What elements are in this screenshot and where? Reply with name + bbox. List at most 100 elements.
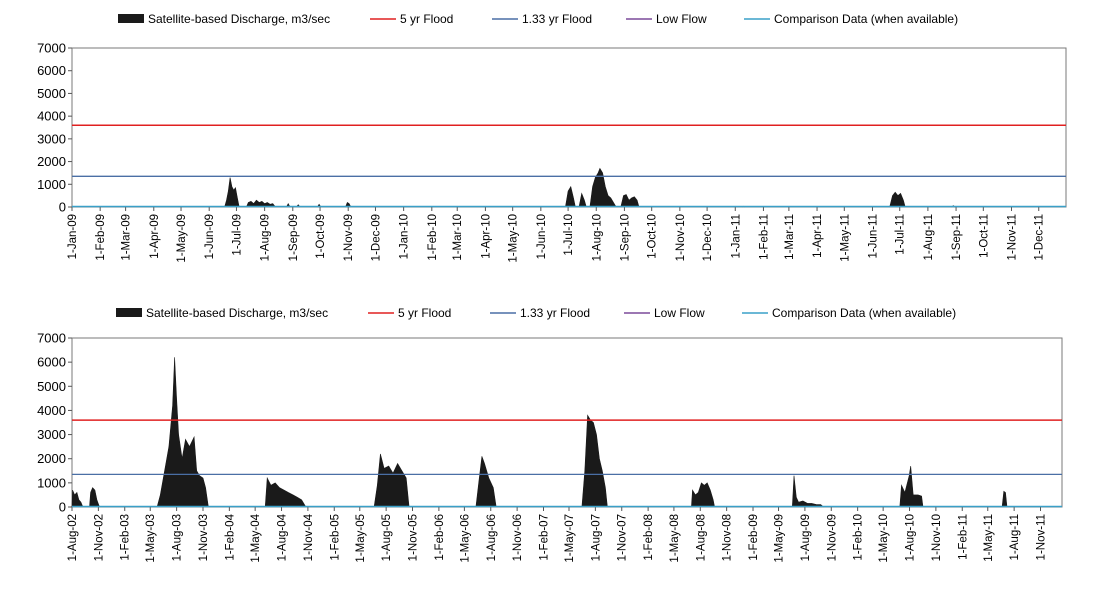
x-tick-label: 1-Feb-08 bbox=[643, 514, 655, 561]
y-tick-label: 6000 bbox=[37, 63, 66, 78]
x-tick-label: 1-Jul-09 bbox=[231, 214, 243, 256]
x-tick-label: 1-May-04 bbox=[250, 513, 262, 562]
x-tick-label: 1-Mar-09 bbox=[121, 214, 133, 261]
y-tick-label: 5000 bbox=[37, 86, 66, 101]
x-tick-label: 1-Nov-05 bbox=[408, 514, 420, 561]
x-tick-label: 1-Nov-11 bbox=[1036, 514, 1048, 560]
y-tick-label: 3000 bbox=[37, 427, 66, 442]
x-tick-label: 1-May-11 bbox=[839, 214, 851, 262]
x-tick-label: 1-Jan-11 bbox=[730, 214, 742, 259]
y-tick-label: 7000 bbox=[37, 41, 66, 56]
x-tick-label: 1-Aug-02 bbox=[67, 514, 79, 561]
x-tick-label: 1-Sep-10 bbox=[619, 214, 631, 261]
x-tick-label: 1-Aug-10 bbox=[905, 514, 917, 561]
y-tick-label: 2000 bbox=[37, 154, 66, 169]
legend-swatch bbox=[116, 308, 142, 317]
chart-1: Satellite-based Discharge, m3/sec 5 yr Fl… bbox=[37, 12, 1067, 263]
x-tick-label: 1-Sep-11 bbox=[951, 214, 963, 260]
x-tick-label: 1-May-03 bbox=[145, 514, 157, 563]
legend-label: 1.33 yr Flood bbox=[520, 306, 590, 320]
x-tick-label: 1-Sep-09 bbox=[288, 214, 300, 261]
x-tick-label: 1-Feb-11 bbox=[957, 514, 969, 560]
x-tick-label: 1-Jan-10 bbox=[399, 214, 411, 259]
legend: Satellite-based Discharge, m3/sec 5 yr Fl… bbox=[118, 12, 958, 26]
y-tick-label: 6000 bbox=[37, 355, 66, 370]
x-tick-label: 1-Aug-10 bbox=[591, 214, 603, 261]
y-tick-label: 0 bbox=[59, 200, 66, 215]
x-tick-label: 1-Oct-11 bbox=[978, 214, 990, 258]
x-tick-label: 1-May-10 bbox=[878, 514, 890, 563]
x-tick-label: 1-Nov-07 bbox=[617, 514, 629, 561]
chart-2: Satellite-based Discharge, m3/sec 5 yr Fl… bbox=[37, 306, 1063, 563]
x-tick-label: 1-Aug-03 bbox=[172, 514, 184, 561]
x-tick-label: 1-Aug-08 bbox=[695, 514, 707, 561]
y-tick-label: 1000 bbox=[37, 177, 66, 192]
legend-label: Low Flow bbox=[654, 306, 705, 320]
plot-area bbox=[71, 337, 1063, 508]
y-tick-label: 4000 bbox=[37, 403, 66, 418]
x-tick-label: 1-Jun-11 bbox=[867, 214, 879, 259]
x-tick-label: 1-Feb-10 bbox=[853, 514, 865, 561]
x-tick-label: 1-Feb-03 bbox=[120, 514, 132, 561]
y-tick-label: 3000 bbox=[37, 131, 66, 146]
x-tick-label: 1-May-09 bbox=[774, 514, 786, 563]
x-tick-label: 1-Apr-09 bbox=[149, 214, 161, 259]
x-tick-label: 1-May-08 bbox=[669, 514, 681, 563]
y-tick-label: 2000 bbox=[37, 451, 66, 466]
legend-label: Comparison Data (when available) bbox=[774, 12, 958, 26]
x-tick-label: 1-Nov-09 bbox=[343, 214, 355, 261]
x-tick-label: 1-Aug-09 bbox=[260, 214, 272, 261]
x-tick-label: 1-Aug-11 bbox=[923, 214, 935, 260]
x-tick-label: 1-Nov-10 bbox=[675, 214, 687, 261]
x-tick-label: 1-Aug-07 bbox=[590, 514, 602, 561]
x-tick-label: 1-Nov-08 bbox=[722, 514, 734, 561]
legend-label: 1.33 yr Flood bbox=[522, 12, 592, 26]
x-tick-label: 1-May-06 bbox=[459, 514, 471, 563]
y-tick-label: 1000 bbox=[37, 475, 66, 490]
x-tick-label: 1-Nov-10 bbox=[931, 514, 943, 561]
x-tick-label: 1-May-10 bbox=[508, 214, 520, 263]
plot-area bbox=[71, 47, 1067, 208]
x-tick-label: 1-Jun-10 bbox=[536, 214, 548, 259]
y-tick-label: 4000 bbox=[37, 109, 66, 124]
x-tick-label: 1-Oct-10 bbox=[647, 214, 659, 259]
x-tick-label: 1-Feb-06 bbox=[434, 514, 446, 561]
x-tick-label: 1-Jun-09 bbox=[204, 214, 216, 259]
x-tick-label: 1-Nov-09 bbox=[826, 514, 838, 561]
x-tick-label: 1-Dec-09 bbox=[370, 214, 382, 261]
x-tick-label: 1-Nov-03 bbox=[198, 514, 210, 561]
x-tick-label: 1-Oct-09 bbox=[315, 214, 327, 259]
x-tick-label: 1-Dec-11 bbox=[1034, 214, 1046, 260]
legend-label: 5 yr Flood bbox=[400, 12, 453, 26]
x-tick-label: 1-Aug-09 bbox=[800, 514, 812, 561]
x-tick-label: 1-Nov-04 bbox=[303, 513, 315, 561]
x-tick-label: 1-Jan-09 bbox=[67, 214, 79, 259]
x-tick-label: 1-Nov-06 bbox=[512, 514, 524, 561]
legend-label: Satellite-based Discharge, m3/sec bbox=[148, 12, 330, 26]
x-tick-label: 1-Aug-06 bbox=[486, 514, 498, 561]
legend: Satellite-based Discharge, m3/sec 5 yr Fl… bbox=[116, 306, 956, 320]
x-tick-label: 1-Feb-11 bbox=[758, 214, 770, 260]
x-tick-label: 1-Nov-02 bbox=[93, 514, 105, 561]
x-tick-label: 1-May-05 bbox=[355, 514, 367, 563]
x-tick-label: 1-May-11 bbox=[983, 514, 995, 562]
x-tick-label: 1-Mar-11 bbox=[784, 214, 796, 260]
discharge-area bbox=[71, 357, 1008, 508]
legend-label: 5 yr Flood bbox=[398, 306, 451, 320]
x-tick-label: 1-Mar-10 bbox=[452, 214, 464, 261]
x-tick-label: 1-Aug-04 bbox=[277, 513, 289, 561]
x-tick-label: 1-Nov-11 bbox=[1006, 214, 1018, 260]
x-tick-label: 1-Apr-11 bbox=[812, 214, 824, 258]
x-tick-label: 1-Feb-09 bbox=[95, 214, 107, 261]
x-tick-label: 1-May-07 bbox=[564, 514, 576, 563]
x-tick-label: 1-Feb-04 bbox=[224, 513, 236, 560]
x-tick-label: 1-Jul-10 bbox=[563, 214, 575, 256]
x-tick-label: 1-Feb-10 bbox=[427, 214, 439, 261]
legend-label: Satellite-based Discharge, m3/sec bbox=[146, 306, 328, 320]
x-tick-label: 1-Apr-10 bbox=[480, 214, 492, 259]
x-tick-label: 1-May-09 bbox=[176, 214, 188, 263]
y-tick-label: 5000 bbox=[37, 379, 66, 394]
x-tick-label: 1-Jul-11 bbox=[895, 214, 907, 255]
legend-label: Low Flow bbox=[656, 12, 707, 26]
